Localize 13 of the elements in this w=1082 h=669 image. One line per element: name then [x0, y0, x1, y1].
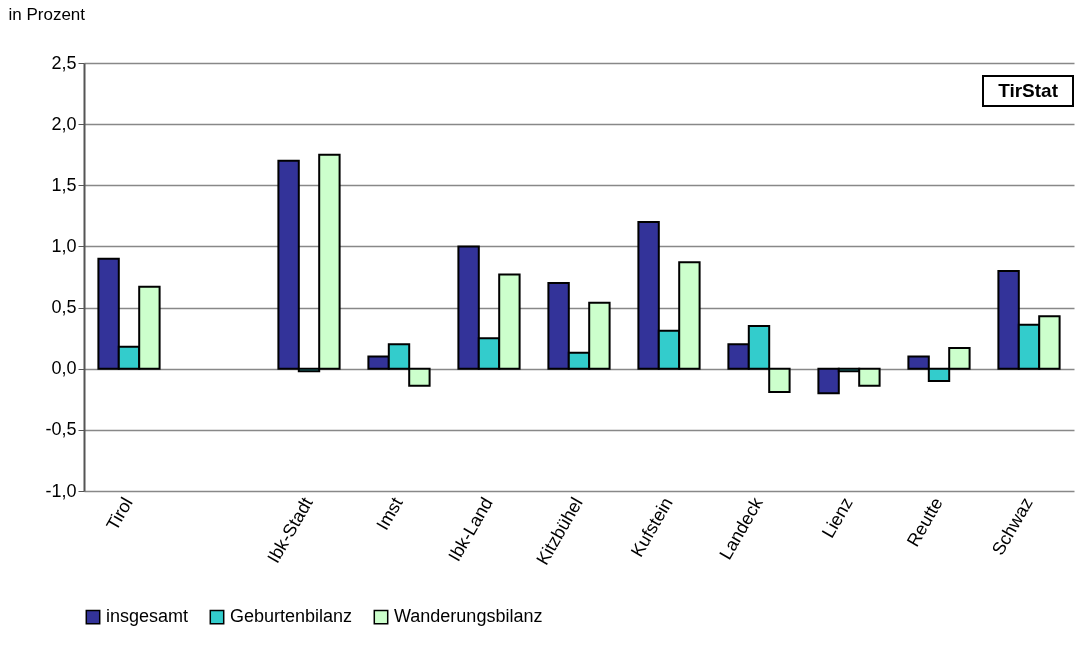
y-tick-label: -1,0: [45, 480, 77, 501]
annotation: TirStat: [982, 75, 1074, 107]
legend-label: insgesamt: [106, 606, 189, 627]
y-tick-label: 1,5: [51, 174, 77, 195]
y-tick-label: 0,0: [51, 358, 77, 379]
y-tick-label: 2,0: [51, 113, 77, 134]
y-axis-title: in Prozent: [8, 4, 86, 24]
legend-label: Wanderungsbilanz: [394, 606, 543, 627]
y-tick-label: 1,0: [51, 235, 77, 256]
legend-label: Geburtenbilanz: [230, 606, 353, 627]
y-tick-label: 0,5: [51, 297, 77, 318]
y-tick-label: 2,5: [51, 52, 77, 73]
y-tick-label: -0,5: [45, 419, 77, 440]
